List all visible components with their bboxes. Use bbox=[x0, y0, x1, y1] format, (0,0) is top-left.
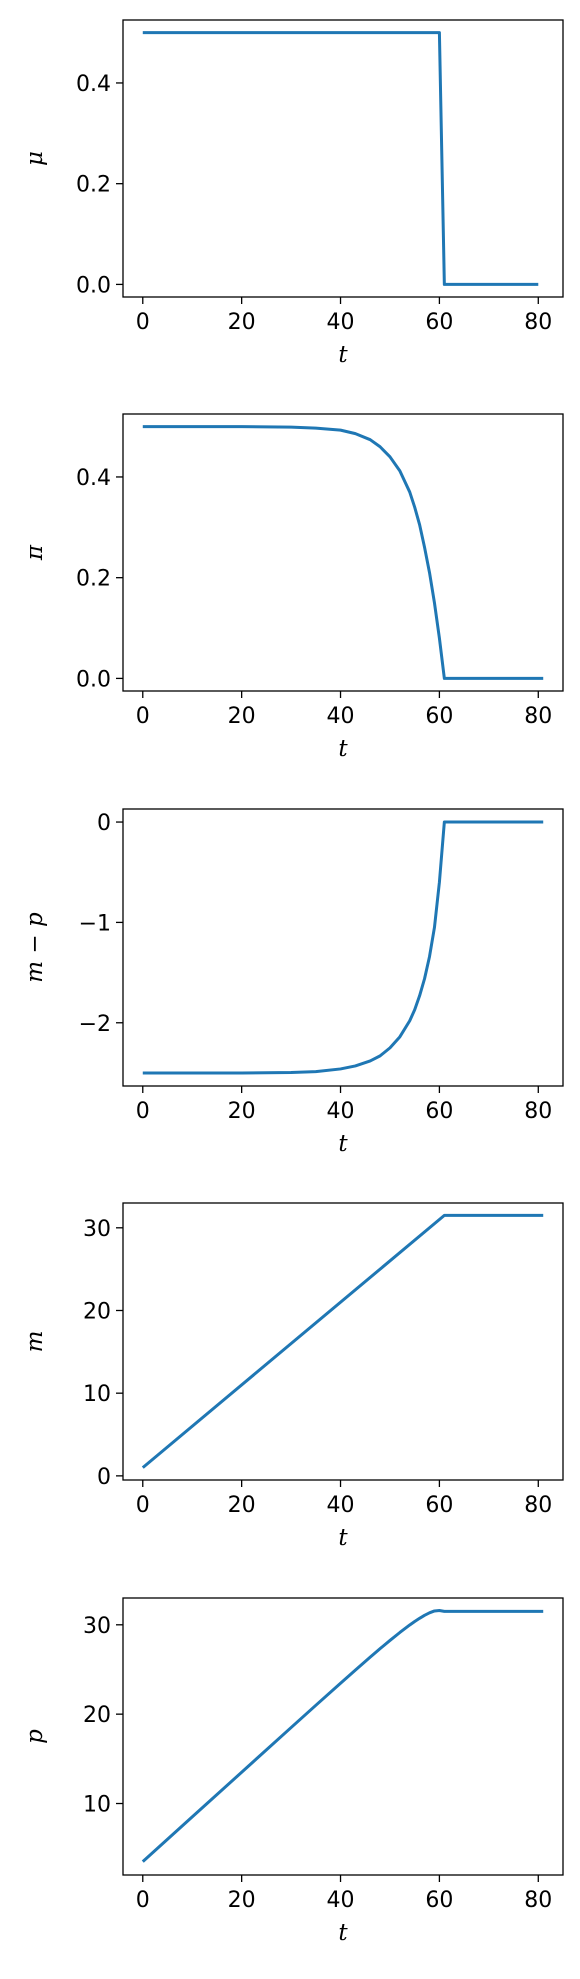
y-tick-label: 0.0 bbox=[76, 273, 111, 298]
x-tick-label: 20 bbox=[228, 310, 256, 335]
x-tick-label: 40 bbox=[327, 310, 355, 335]
x-tick-label: 60 bbox=[425, 1099, 453, 1124]
axes-frame bbox=[122, 413, 564, 692]
y-axis-label: m bbox=[22, 1331, 48, 1353]
chart-panel-4: 0 20 40 60 80 0 10 20 30 t m bbox=[22, 1202, 564, 1551]
y-tick-label: 30 bbox=[83, 1614, 111, 1639]
y-tick-label: 0.0 bbox=[76, 667, 111, 692]
series-line-1 bbox=[142, 425, 544, 680]
axes-frame bbox=[122, 1597, 564, 1876]
x-tick-label: 40 bbox=[327, 1888, 355, 1913]
y-tick-label: 10 bbox=[83, 1793, 111, 1818]
x-tick-label: 60 bbox=[425, 1493, 453, 1518]
y-tick-label: 0 bbox=[97, 811, 111, 836]
chart-panel-3: 0 20 40 60 80 −2 −1 0 t m − p bbox=[22, 808, 564, 1157]
series-line-1 bbox=[141, 1609, 544, 1863]
chart-panel-2: 0 20 40 60 80 0.0 0.2 0.4 t π bbox=[22, 413, 564, 762]
x-tick-label: 80 bbox=[524, 1493, 552, 1518]
x-tick-label: 40 bbox=[327, 704, 355, 729]
x-axis-label: t bbox=[338, 1131, 348, 1157]
y-tick-label: 0.2 bbox=[76, 567, 111, 592]
y-axis-label: μ bbox=[22, 151, 48, 166]
y-tick-label: 20 bbox=[83, 1703, 111, 1728]
y-tick-label: 0.4 bbox=[76, 466, 111, 491]
x-tick-label: 60 bbox=[425, 310, 453, 335]
x-axis-label: t bbox=[338, 342, 348, 368]
y-tick-label: 0.2 bbox=[76, 173, 111, 198]
axes-frame bbox=[122, 808, 564, 1087]
x-tick-label: 80 bbox=[524, 704, 552, 729]
series-line-1 bbox=[141, 1213, 544, 1469]
x-tick-label: 20 bbox=[228, 1493, 256, 1518]
x-tick-label: 0 bbox=[136, 310, 150, 335]
series-line-1 bbox=[142, 820, 544, 1075]
chart-panel-5: 0 20 40 60 80 10 20 30 t p bbox=[22, 1597, 564, 1946]
x-axis-label: t bbox=[338, 736, 348, 762]
x-tick-label: 60 bbox=[425, 704, 453, 729]
x-tick-label: 40 bbox=[327, 1493, 355, 1518]
y-tick-label: 0 bbox=[97, 1465, 111, 1490]
series-line-1 bbox=[142, 31, 539, 286]
x-tick-label: 80 bbox=[524, 1888, 552, 1913]
x-tick-label: 0 bbox=[136, 704, 150, 729]
x-tick-label: 20 bbox=[228, 1099, 256, 1124]
x-tick-label: 20 bbox=[228, 1888, 256, 1913]
chart-panel-1: 0 20 40 60 80 0.0 0.2 0.4 t μ bbox=[22, 19, 564, 368]
axes-frame bbox=[122, 19, 564, 298]
x-tick-label: 0 bbox=[136, 1099, 150, 1124]
x-tick-label: 0 bbox=[136, 1888, 150, 1913]
x-axis-label: t bbox=[338, 1920, 348, 1946]
x-tick-label: 40 bbox=[327, 1099, 355, 1124]
y-tick-label: 0.4 bbox=[76, 72, 111, 97]
y-tick-label: 20 bbox=[83, 1299, 111, 1324]
y-tick-label: 10 bbox=[83, 1382, 111, 1407]
x-axis-label: t bbox=[338, 1525, 348, 1551]
y-axis-label: π bbox=[22, 544, 48, 561]
y-axis-label: m − p bbox=[22, 912, 48, 983]
y-tick-label: 30 bbox=[83, 1217, 111, 1242]
y-tick-label: −2 bbox=[79, 1012, 111, 1037]
y-tick-label: −1 bbox=[79, 911, 111, 936]
y-axis-label: p bbox=[22, 1729, 48, 1744]
x-tick-label: 20 bbox=[228, 704, 256, 729]
x-tick-label: 0 bbox=[136, 1493, 150, 1518]
axes-frame bbox=[122, 1202, 564, 1481]
x-tick-label: 80 bbox=[524, 310, 552, 335]
x-tick-label: 60 bbox=[425, 1888, 453, 1913]
x-tick-label: 80 bbox=[524, 1099, 552, 1124]
